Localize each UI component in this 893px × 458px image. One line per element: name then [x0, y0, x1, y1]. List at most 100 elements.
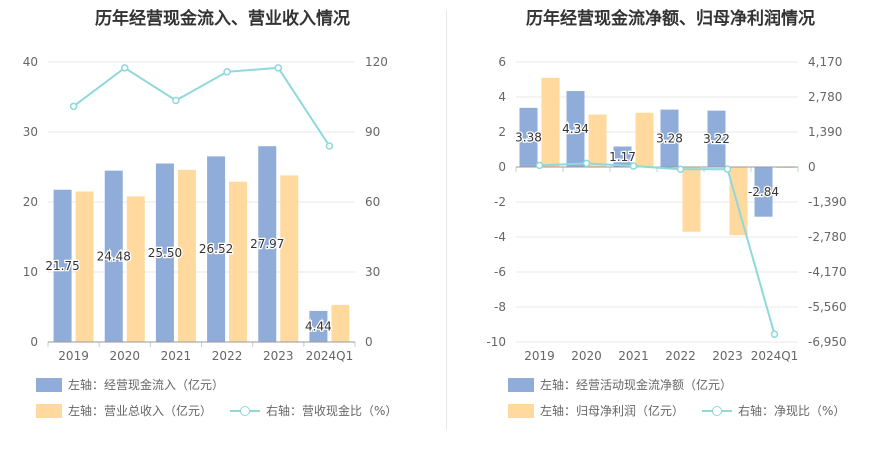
bar-orange	[280, 175, 299, 342]
bar-orange	[729, 167, 748, 236]
right-tick-label: -6,950	[808, 335, 847, 349]
legend-swatch-orange	[36, 403, 62, 418]
right-tick-label: -1,390	[808, 195, 847, 209]
left-tick-label: 2	[498, 125, 506, 139]
left-tick-label: 0	[30, 335, 38, 349]
data-label: 4.34	[562, 122, 589, 136]
bar-orange	[541, 77, 560, 167]
data-label: 4.44	[305, 319, 332, 333]
chart-title: 历年经营现金流入、营业收入情况	[95, 9, 350, 29]
right-tick-label: 4,170	[808, 55, 842, 69]
right-tick-label: 0	[365, 335, 373, 349]
ratio-point	[676, 165, 685, 173]
ratio-line	[72, 66, 331, 147]
legend-line-icon	[230, 404, 261, 418]
bar-blue	[754, 167, 773, 217]
bar-orange	[75, 191, 94, 342]
x-tick-label: 2024Q1	[751, 349, 799, 363]
ratio-point	[723, 165, 732, 173]
left-tick-label: 20	[23, 195, 38, 209]
ratio-point	[325, 142, 334, 150]
legend-label: 左轴：经营现金流入（亿元）	[68, 378, 225, 392]
right-tick-label: -5,560	[808, 300, 847, 314]
ratio-point	[629, 162, 638, 170]
bar-blue	[155, 163, 174, 342]
left-tick-label: -4	[494, 230, 506, 244]
data-label: 1.17	[609, 150, 636, 164]
x-tick-label: 2019	[58, 349, 89, 363]
ratio-line	[539, 162, 776, 335]
bar-orange	[331, 304, 350, 342]
left-chart-panel: 历年经营现金流入、营业收入情况 0 0 10 30 20 60 30 90 40 120 2019 2…	[0, 0, 445, 458]
data-label: 3.38	[515, 130, 542, 144]
left-tick-label: -8	[494, 300, 506, 314]
left-tick-label: 0	[498, 160, 506, 174]
right-tick-label: 90	[365, 125, 380, 139]
bar-blue	[258, 146, 277, 342]
right-tick-label: -4,170	[808, 265, 847, 279]
bar-blue	[707, 110, 726, 167]
ratio-point	[274, 64, 282, 72]
legend-label: 左轴：归母净利润（亿元）	[540, 404, 685, 418]
x-tick-label: 2023	[712, 349, 743, 363]
right-tick-label: 1,390	[808, 125, 842, 139]
x-tick-label: 2022	[665, 349, 696, 363]
legend-item-ratio[interactable]: 右轴：营收现金比（%）	[230, 402, 397, 419]
legend-item-inflow[interactable]: 左轴：经营现金流入（亿元）	[36, 376, 224, 393]
x-tick-label: 2020	[109, 349, 140, 363]
legend-item-net-cashflow[interactable]: 左轴：经营活动现金流净额（亿元）	[508, 376, 732, 393]
right-tick-label: 120	[365, 55, 388, 69]
chart-plot: -10 -6,950 -8 -5,560 -6 -4,170 -4 -2,780 -2 -1,39…	[486, 55, 847, 363]
ratio-point	[172, 96, 180, 105]
bar-orange	[588, 114, 607, 167]
legend-label: 左轴：营业总收入（亿元）	[68, 404, 213, 418]
left-tick-label: 30	[23, 125, 38, 139]
right-tick-label: 2,780	[808, 90, 842, 104]
legend-swatch-orange	[508, 403, 534, 418]
x-tick-label: 2021	[161, 349, 192, 363]
bar-orange	[635, 112, 654, 167]
bar-orange	[177, 169, 196, 342]
bar-blue	[660, 109, 679, 167]
legend-item-net-ratio[interactable]: 右轴：净现比（%）	[702, 402, 845, 419]
chart-title: 历年经营现金流净额、归母净利润情况	[526, 9, 815, 29]
bar-blue	[207, 156, 226, 342]
data-label: 3.28	[656, 131, 683, 145]
ratio-point	[121, 64, 129, 72]
legend-line-icon	[702, 404, 733, 418]
legend: 左轴：营业总收入（亿元） 右轴：营收现金比（%）	[36, 402, 415, 419]
legend-swatch-blue	[508, 377, 534, 392]
bar-blue	[519, 107, 538, 167]
bar-orange	[229, 181, 248, 342]
data-label: 3.22	[703, 132, 730, 146]
data-label: 27.97	[250, 237, 284, 251]
ratio-point	[223, 68, 231, 76]
x-tick-label: 2023	[263, 349, 294, 363]
legend-item-net-profit[interactable]: 左轴：归母净利润（亿元）	[508, 402, 684, 419]
left-tick-label: -2	[494, 195, 506, 209]
ratio-point	[582, 159, 591, 168]
left-tick-label: -6	[494, 265, 506, 279]
legend-label: 左轴：经营活动现金流净额（亿元）	[540, 378, 733, 392]
legend: 左轴：归母净利润（亿元） 右轴：净现比（%）	[508, 402, 863, 419]
data-label: 21.75	[45, 259, 79, 273]
left-tick-label: 6	[498, 55, 506, 69]
bar-blue	[104, 170, 123, 342]
left-tick-label: 10	[23, 265, 38, 279]
x-tick-label: 2022	[212, 349, 243, 363]
panel-divider	[446, 10, 447, 430]
bar-blue	[309, 310, 328, 342]
right-tick-label: -2,780	[808, 230, 847, 244]
legend: 左轴：经营活动现金流净额（亿元）	[508, 376, 750, 393]
bar-blue	[613, 146, 632, 167]
legend-label: 右轴：营收现金比（%）	[266, 404, 398, 418]
legend-label: 右轴：净现比（%）	[738, 404, 846, 418]
left-tick-label: 4	[498, 90, 506, 104]
bar-blue	[53, 189, 72, 342]
right-tick-label: 0	[808, 160, 816, 174]
right-tick-label: 30	[365, 265, 380, 279]
bar-blue	[566, 91, 585, 167]
x-tick-label: 2020	[571, 349, 602, 363]
legend-item-revenue[interactable]: 左轴：营业总收入（亿元）	[36, 402, 212, 419]
legend-swatch-blue	[36, 377, 62, 392]
